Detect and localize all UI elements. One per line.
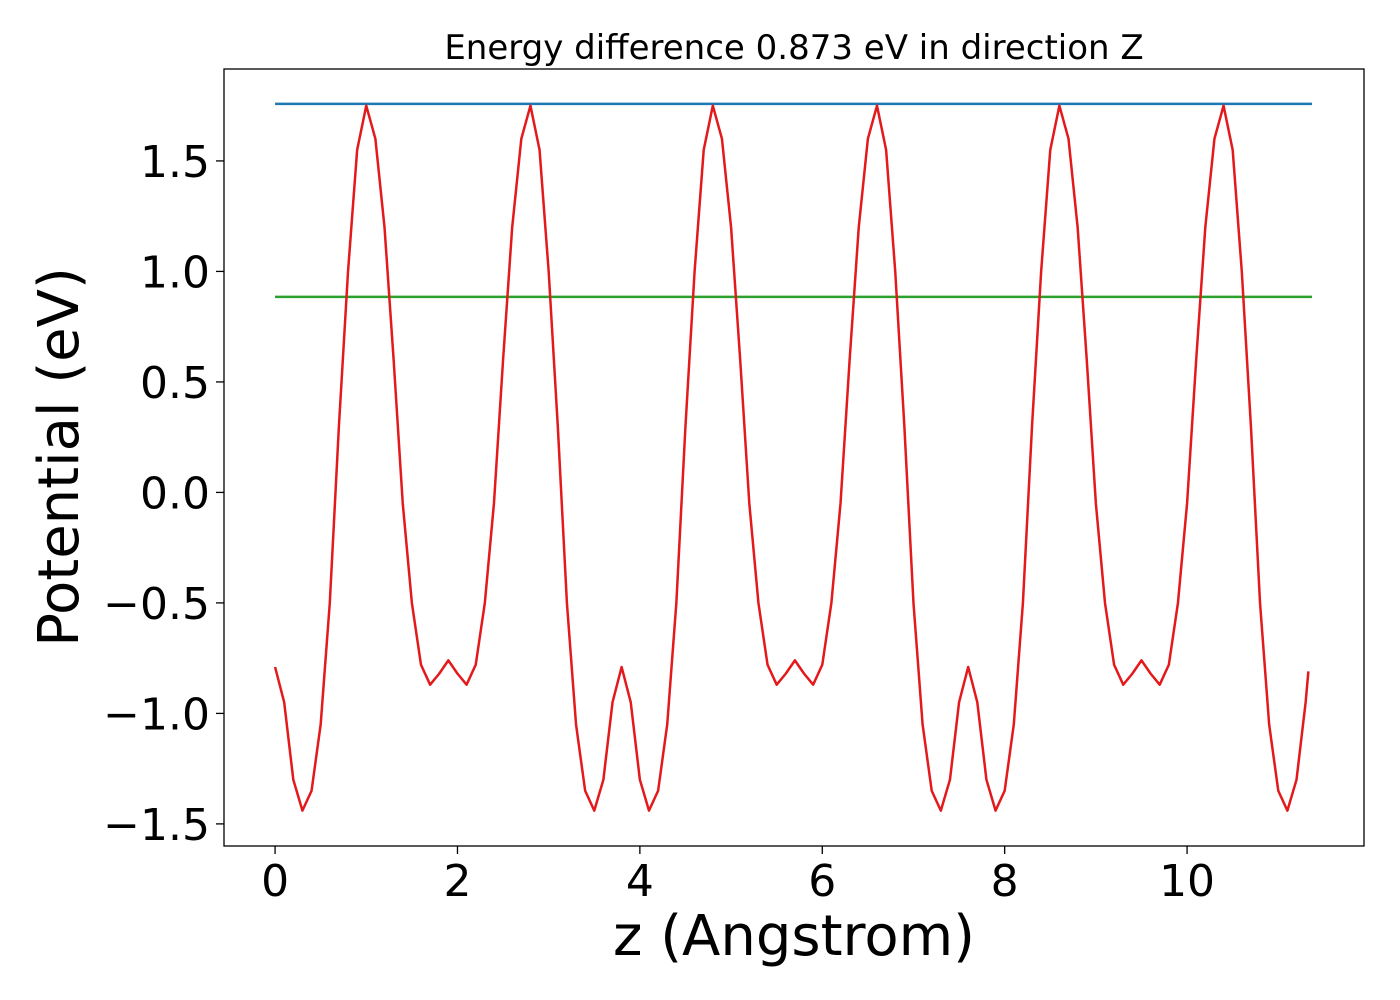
x-tick-label: 0 — [261, 856, 289, 907]
y-tick-label: 1.5 — [140, 137, 210, 188]
y-axis-label: Potential (eV) — [27, 267, 92, 647]
x-tick-label: 10 — [1159, 856, 1215, 907]
y-tick-label: −1.5 — [103, 800, 210, 851]
x-tick-label: 2 — [443, 856, 471, 907]
x-tick-label: 8 — [991, 856, 1019, 907]
chart-title: Energy difference 0.873 eV in direction … — [444, 28, 1143, 68]
x-tick-label: 4 — [626, 856, 654, 907]
plot-frame — [223, 68, 1365, 847]
y-tick-label: −1.0 — [103, 689, 210, 740]
series-line — [273, 104, 1310, 812]
y-tick-label: 1.0 — [140, 247, 210, 298]
y-tick-label: 0.5 — [140, 358, 210, 409]
y-tick-label: 0.0 — [140, 468, 210, 519]
y-tick-label: −0.5 — [103, 579, 210, 630]
x-tick-label: 6 — [808, 856, 836, 907]
x-axis-label: z (Angstrom) — [613, 904, 975, 969]
